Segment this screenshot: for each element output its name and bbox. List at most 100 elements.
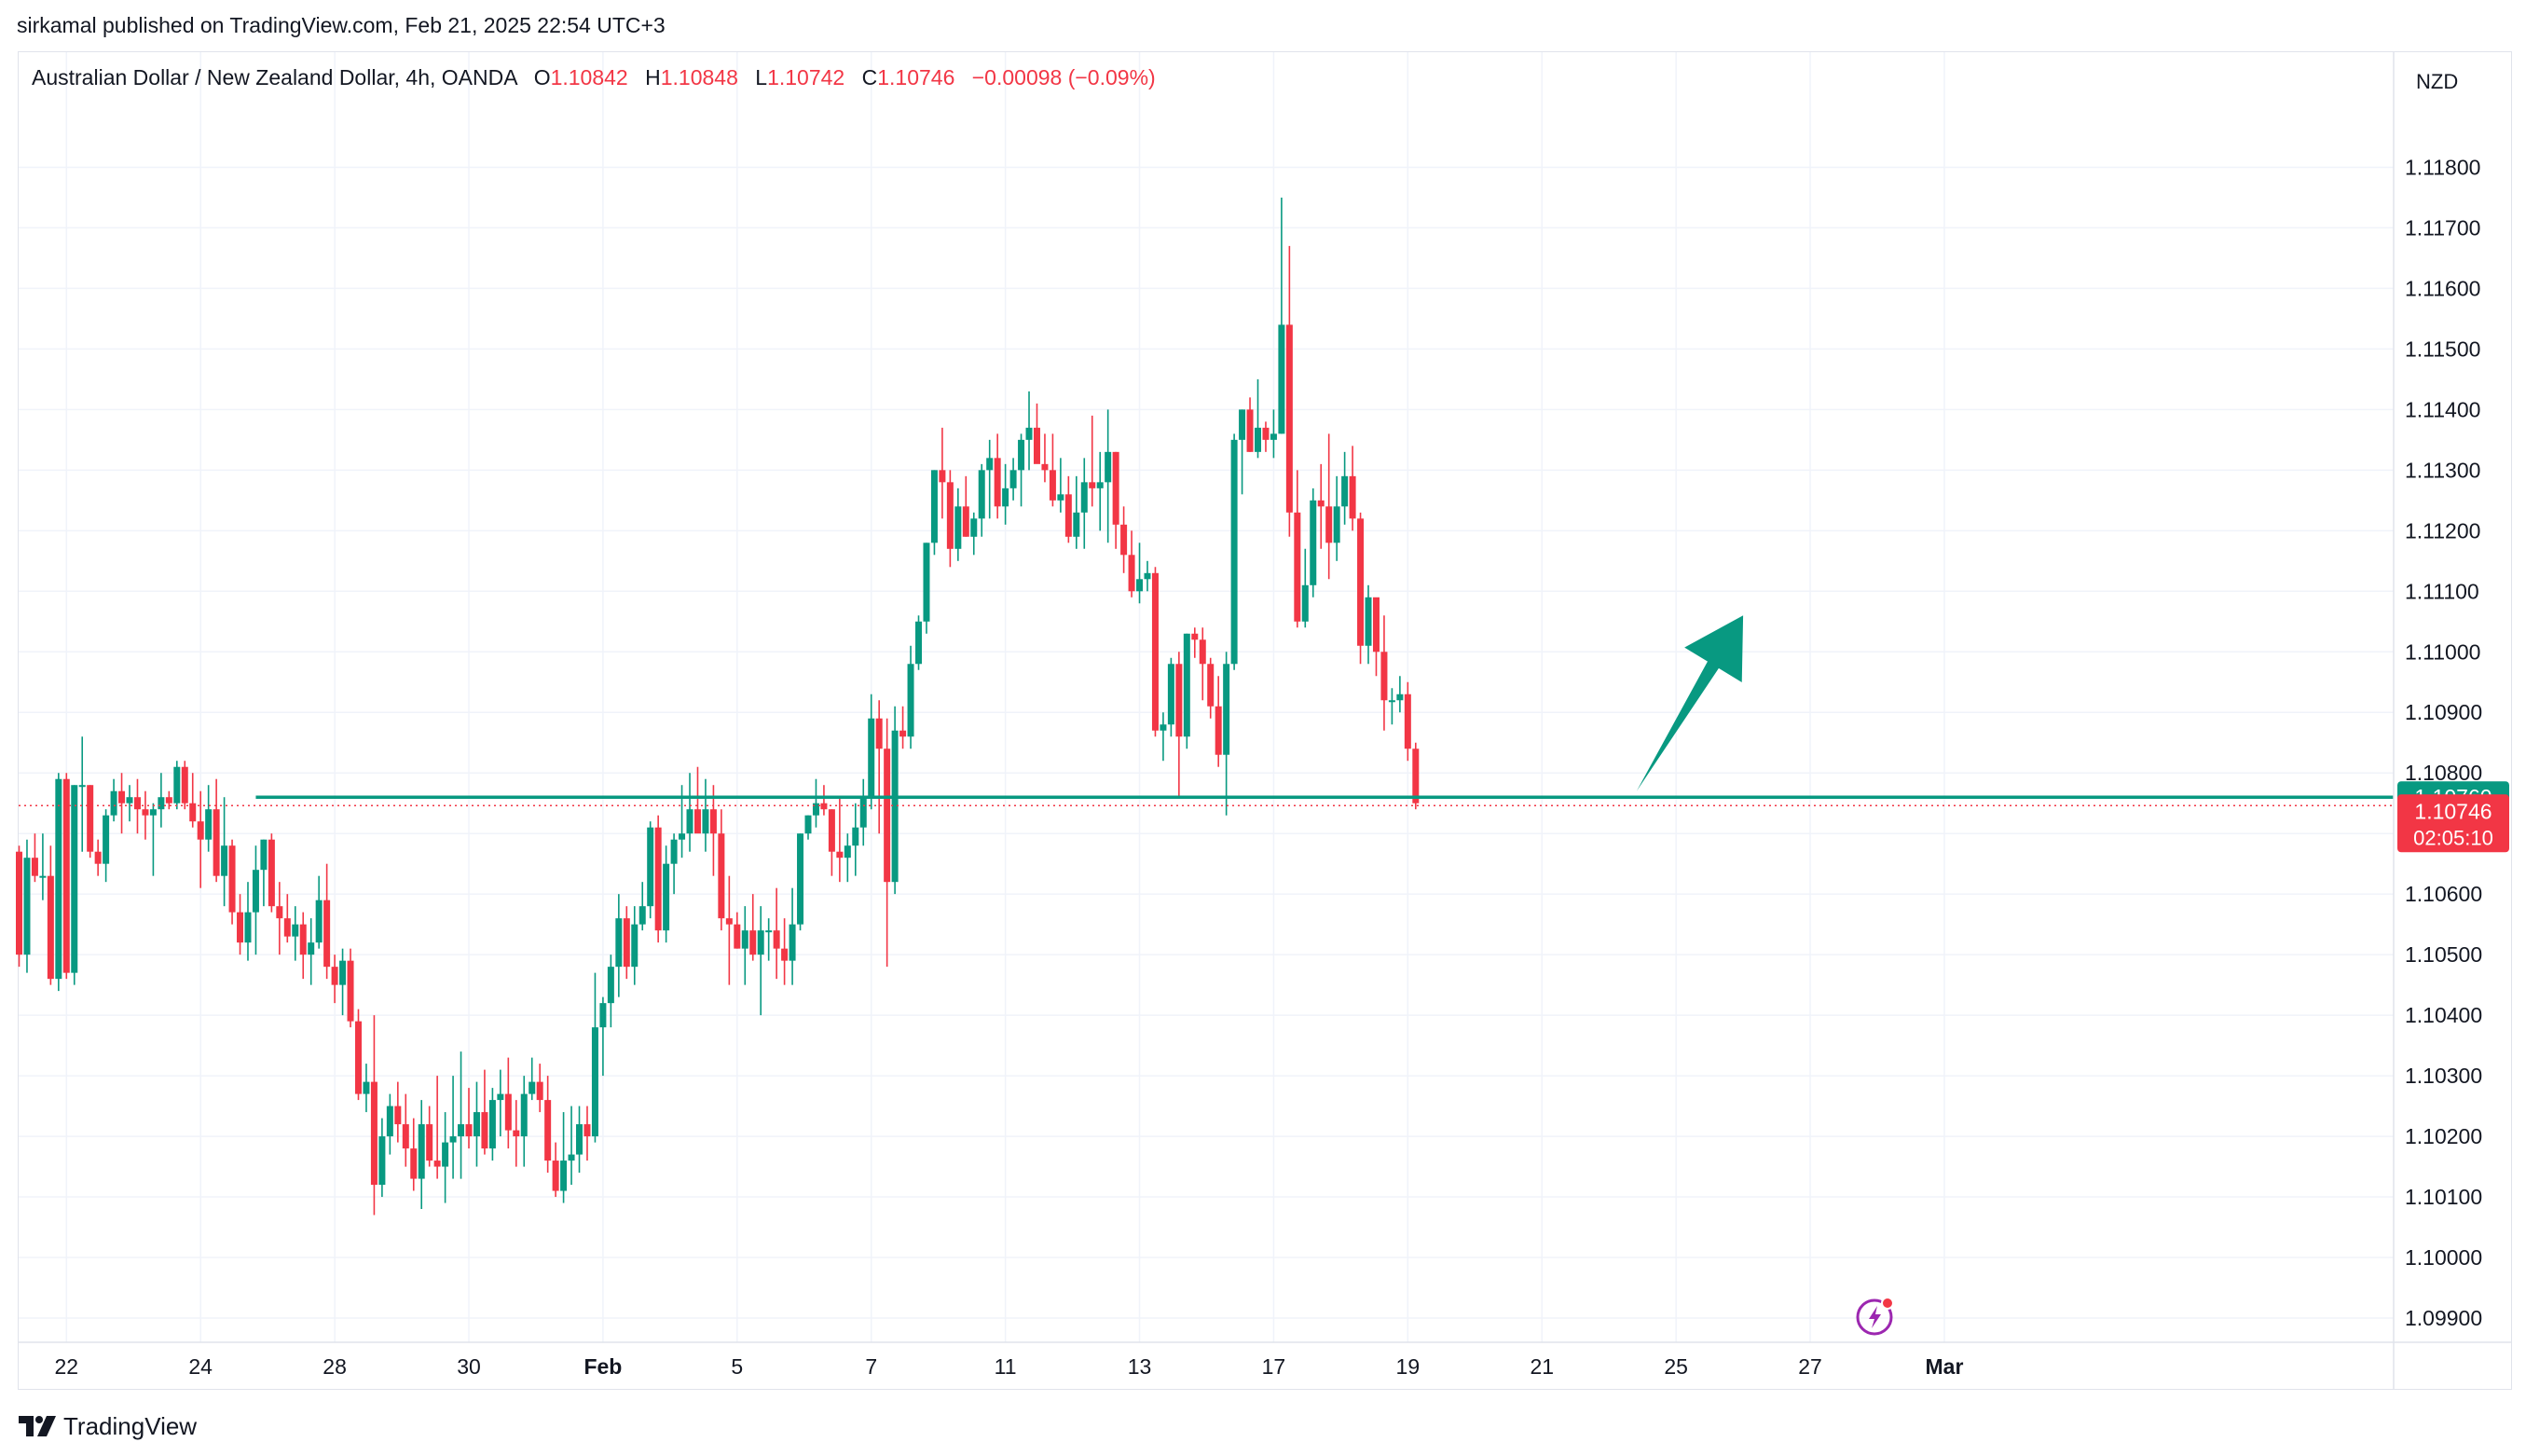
candle-body <box>946 482 954 549</box>
currency-label: NZD <box>2416 70 2458 93</box>
change-value: −0.00098 (−0.09%) <box>971 65 1156 89</box>
price-axis: 1.11800 1.11700 1.11600 1.11500 1.11400 1.113… <box>2393 52 2509 1389</box>
candle-body <box>433 1161 441 1167</box>
x-tick-label: 5 <box>731 1354 743 1379</box>
candle-body <box>939 470 946 483</box>
candle-body <box>544 1100 552 1161</box>
candle-body <box>394 1106 402 1125</box>
bar-countdown-label: 02:05:10 <box>2413 826 2493 849</box>
candle-body <box>1025 427 1033 440</box>
candle-body <box>1301 584 1309 622</box>
candle-body <box>1223 664 1230 755</box>
candle-body <box>16 851 22 955</box>
chart-frame[interactable] <box>18 51 2512 1390</box>
candle-body <box>978 470 985 519</box>
candle-body <box>1105 451 1112 483</box>
y-tick-label: 1.10400 <box>2405 1003 2482 1027</box>
candle-body <box>1089 482 1096 488</box>
candle-body <box>663 863 670 931</box>
x-tick-label: 27 <box>1798 1354 1822 1379</box>
candle-body <box>339 960 347 985</box>
candle-body <box>591 1027 598 1137</box>
candle-body <box>55 778 62 980</box>
candle-body <box>1199 639 1206 665</box>
candle-body <box>103 815 110 864</box>
candle-body <box>1144 572 1151 580</box>
candle-body <box>1380 652 1388 701</box>
candle-body <box>228 845 236 913</box>
candle-body <box>426 1124 433 1161</box>
candle-body <box>473 1112 480 1137</box>
candle-body <box>252 870 259 913</box>
candle-body <box>828 809 835 852</box>
candle-body <box>1246 409 1254 452</box>
last-price-tag-bg <box>2397 794 2509 853</box>
candle-body <box>820 803 828 810</box>
candle-body <box>1317 500 1325 507</box>
overlays <box>19 615 2394 807</box>
candle-body <box>631 924 638 968</box>
candle-body <box>331 967 338 985</box>
y-tick-label: 1.10800 <box>2405 761 2482 785</box>
y-tick-label: 1.11500 <box>2405 337 2480 361</box>
candle-body <box>954 506 962 549</box>
publisher-caption: sirkamal published on TradingView.com, F… <box>17 13 666 37</box>
last-price-tag: 1.10746 02:05:10 <box>2397 794 2509 853</box>
candle-body <box>923 543 930 622</box>
candle-body <box>1285 324 1293 513</box>
candle-body <box>363 1081 370 1094</box>
candle-body <box>734 924 741 949</box>
x-tick-label: 7 <box>865 1354 877 1379</box>
candle-body <box>418 1124 425 1179</box>
candle-body <box>1167 664 1174 725</box>
candle-body <box>679 833 686 840</box>
candle-body <box>859 797 867 828</box>
candle-body <box>1191 633 1199 640</box>
lightning-icon[interactable] <box>1855 1294 1898 1341</box>
candle-body <box>1388 700 1395 703</box>
candle-body <box>1255 427 1262 452</box>
candle-body <box>1049 470 1056 501</box>
candle-body <box>1128 555 1135 592</box>
candle-body <box>1057 494 1064 501</box>
candle-body <box>994 458 1001 507</box>
candle-body <box>347 960 354 1022</box>
candle-body <box>458 1124 465 1137</box>
brand-name: TradingView <box>63 1411 198 1440</box>
candle-body <box>213 809 220 876</box>
candle-body <box>915 621 923 665</box>
y-tick-label: 1.10000 <box>2405 1245 2482 1270</box>
candle-body <box>142 809 149 816</box>
low-label: L <box>755 65 768 89</box>
candle-body <box>686 809 693 834</box>
y-tick-label: 1.11000 <box>2405 639 2480 664</box>
candle-body <box>962 506 969 537</box>
candle-body <box>552 1161 559 1191</box>
candle-body <box>283 918 291 937</box>
high-label: H <box>645 65 661 89</box>
candle-body <box>181 766 188 804</box>
y-tick-label: 1.10900 <box>2405 700 2482 724</box>
candle-body <box>797 833 804 925</box>
candle-body <box>852 827 859 846</box>
candle-body <box>781 948 789 961</box>
candle-body <box>1151 572 1159 731</box>
candle-body <box>410 1148 418 1179</box>
y-tick-label: 1.11600 <box>2405 276 2480 300</box>
candle-body <box>308 942 315 955</box>
tradingview-logo[interactable]: TradingView <box>19 1409 197 1443</box>
candle-body <box>1033 427 1040 464</box>
candle-body <box>868 718 875 798</box>
candle-body <box>197 821 204 840</box>
open-value: 1.10842 <box>550 65 628 89</box>
candle-body <box>481 1112 488 1149</box>
y-tick-label: 1.10100 <box>2405 1185 2482 1209</box>
candle-body <box>1120 524 1128 556</box>
candle-body <box>757 930 764 955</box>
candle-body <box>930 470 938 543</box>
candle-body <box>1372 597 1380 652</box>
candle-body <box>765 930 773 933</box>
candle-body <box>1009 470 1017 488</box>
candle-body <box>1160 724 1167 731</box>
